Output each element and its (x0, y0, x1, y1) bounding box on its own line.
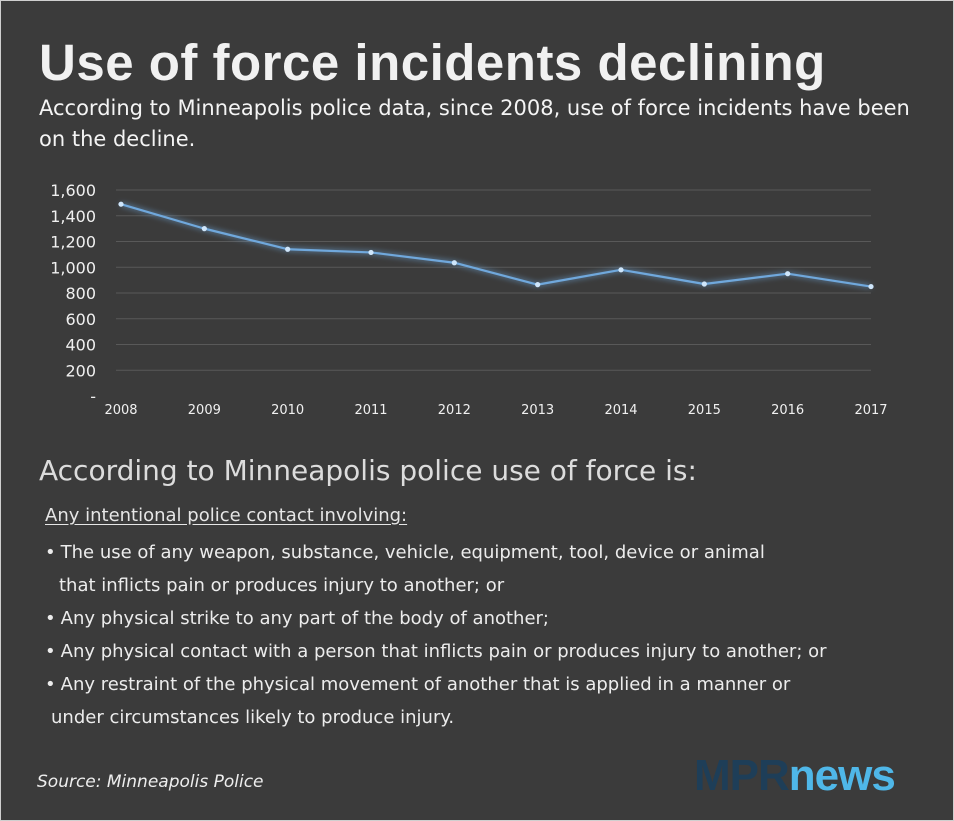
definition-item-text: Any physical contact with a person that … (60, 641, 827, 662)
x-tick-label: 2011 (354, 403, 387, 418)
series-incidents (118, 201, 874, 290)
data-point (535, 282, 541, 288)
logo-mpr-text: MPR (694, 751, 790, 800)
y-tick-label: 1,000 (50, 258, 96, 277)
data-point (368, 249, 374, 256)
x-tick-label: 2010 (271, 403, 304, 418)
definition-intro: Any intentional police contact involving… (45, 505, 408, 526)
definition-heading: According to Minneapolis police use of f… (39, 454, 697, 487)
bullet-icon: • (45, 542, 56, 563)
y-tick-label: 1,600 (50, 181, 96, 200)
y-tick-label: 800 (65, 284, 96, 303)
x-tick-label: 2016 (771, 403, 804, 418)
data-point (201, 226, 207, 232)
data-point (118, 201, 124, 207)
series-line (120, 203, 872, 288)
definition-item: • Any restraint of the physical movement … (45, 668, 935, 734)
data-point (451, 260, 457, 266)
source-note: Source: Minneapolis Police (37, 772, 264, 792)
definition-item: • Any physical strike to any part of the … (45, 602, 935, 635)
y-tick-label: - (90, 387, 96, 406)
data-point (868, 283, 874, 290)
mpr-news-logo: MPRnews (694, 748, 896, 804)
definition-item-text-cont: under circumstances likely to produce in… (51, 707, 455, 728)
data-point (785, 271, 791, 277)
x-tick-label: 2017 (854, 403, 887, 418)
data-point (618, 267, 624, 273)
definition-item: • The use of any weapon, substance, vehic… (45, 536, 935, 602)
x-tick-label: 2014 (604, 403, 637, 418)
bullet-icon: • (45, 641, 56, 662)
x-tick-label: 2013 (521, 403, 554, 418)
y-tick-label: 200 (65, 361, 96, 380)
y-tick-label: 1,200 (50, 233, 96, 252)
definition-item-text: Any restraint of the physical movement o… (60, 674, 791, 695)
definition-item-text: The use of any weapon, substance, vehicl… (60, 542, 765, 563)
x-tick-label: 2009 (188, 403, 221, 418)
bullet-icon: • (45, 674, 56, 695)
y-tick-label: 1,400 (50, 207, 96, 226)
bullet-icon: • (45, 608, 56, 629)
x-axis: 2008 2009 2010 2011 2012 2013 2014 2015 2016 2017 (104, 403, 887, 418)
data-point (285, 246, 291, 252)
y-tick-label: 400 (65, 336, 96, 355)
data-point (701, 281, 707, 287)
x-tick-label: 2015 (688, 403, 721, 418)
gridlines (116, 189, 871, 371)
y-axis: - 200 400 600 800 1,000 1,200 1,400 1,600 (50, 181, 96, 406)
definition-item-text-cont: that inflicts pain or produces injury to… (59, 575, 505, 596)
logo-news-text: news (788, 751, 896, 800)
definition-list: • The use of any weapon, substance, vehic… (45, 536, 935, 734)
page-title: Use of force incidents declining (39, 34, 826, 91)
definition-item-text: Any physical strike to any part of the b… (60, 608, 549, 629)
x-tick-label: 2008 (104, 403, 137, 418)
definition-item: • Any physical contact with a person that… (45, 635, 935, 668)
page-subtitle: According to Minneapolis police data, si… (39, 96, 910, 151)
x-tick-label: 2012 (438, 403, 471, 418)
y-tick-label: 600 (65, 310, 96, 329)
